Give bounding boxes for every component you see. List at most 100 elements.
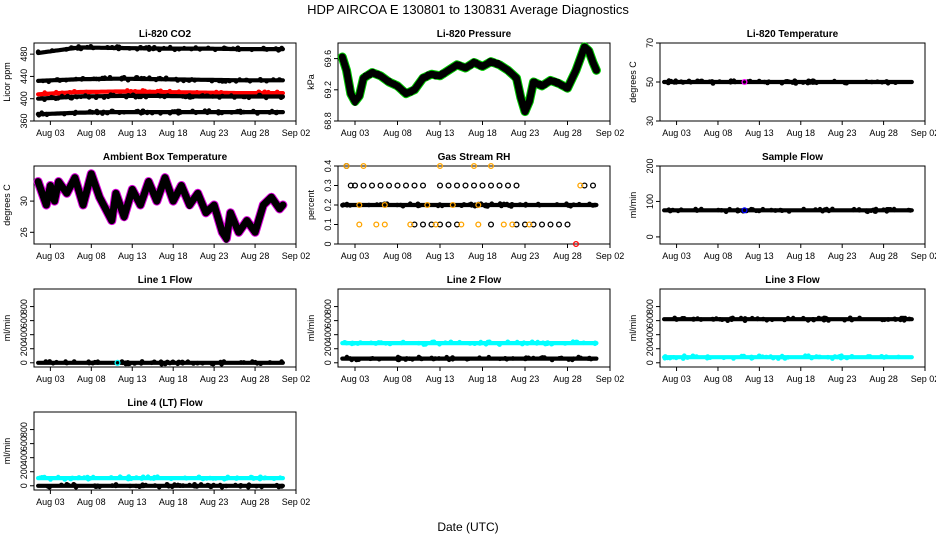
panel-1: Li-820 CO2 Licor ppm 360 400 440 480 Aug 03 Aug…: [2, 29, 310, 138]
data-point: [578, 355, 583, 361]
data-point: [86, 95, 92, 100]
data-point: [191, 90, 197, 96]
data-point: [453, 182, 461, 189]
data-point: [94, 90, 99, 95]
data-point: [500, 221, 507, 228]
data-point: [880, 317, 885, 323]
data-point: [176, 46, 182, 52]
data-point: [86, 360, 92, 366]
x-tick-label: Aug 28: [241, 497, 270, 507]
data-point: [436, 356, 442, 361]
data-point: [838, 355, 844, 361]
data-point: [402, 182, 410, 189]
x-tick-label: Aug 13: [118, 251, 147, 261]
data-point: [769, 317, 775, 323]
data-point: [823, 317, 829, 322]
data-point: [107, 75, 113, 80]
y-tick-label: 70: [645, 38, 655, 48]
data-point: [199, 93, 204, 99]
data-point: [419, 182, 427, 189]
x-tick-label: Aug 18: [159, 374, 188, 384]
data-point: [87, 476, 93, 481]
data-point: [156, 484, 162, 490]
panel-title: Li-820 CO2: [139, 29, 192, 40]
data-point: [564, 221, 571, 228]
data-point: [68, 476, 73, 482]
data-point: [545, 340, 550, 345]
data-point: [694, 354, 699, 359]
data-point: [205, 93, 210, 99]
data-point: [232, 95, 237, 100]
y-tick-label: 480: [19, 47, 29, 62]
data-point: [117, 110, 122, 116]
data-point: [510, 356, 516, 361]
data-point: [908, 208, 913, 213]
data-point: [262, 475, 267, 481]
data-point: [171, 46, 176, 52]
data-point: [505, 339, 511, 345]
data-point: [97, 484, 102, 490]
series-1: [662, 315, 914, 324]
data-point: [93, 95, 99, 100]
data-point: [192, 77, 197, 83]
y-tick-label: 600: [323, 313, 333, 328]
y-tick-label: 440: [19, 69, 29, 84]
y-tick-label: 400: [323, 327, 333, 342]
y-tick-label: 68.8: [323, 112, 333, 130]
series-5: [35, 108, 285, 118]
data-point: [572, 240, 580, 248]
series-5: [572, 240, 580, 248]
data-point: [132, 361, 137, 366]
data-point: [458, 221, 465, 228]
series-1: [662, 206, 914, 215]
data-point: [121, 110, 127, 115]
series-2: [741, 207, 748, 214]
data-point: [842, 80, 847, 86]
x-tick-label: Aug 28: [241, 374, 270, 384]
data-point: [280, 94, 285, 100]
x-tick-label: Sep 02: [282, 374, 311, 384]
panel-frame: [337, 42, 611, 122]
data-point: [175, 361, 180, 367]
x-tick-label: Sep 02: [911, 128, 936, 138]
data-point: [117, 90, 123, 95]
data-point: [884, 354, 889, 360]
data-point: [86, 90, 92, 95]
data-point: [155, 474, 160, 480]
data-point: [114, 359, 121, 366]
data-point: [886, 207, 891, 212]
data-point: [72, 89, 77, 94]
y-tick-label: 26: [19, 227, 29, 237]
x-tick-label: Aug 03: [662, 251, 691, 261]
data-point: [566, 357, 571, 362]
data-point: [881, 207, 886, 212]
data-point: [67, 90, 72, 95]
data-point: [867, 354, 873, 359]
data-point: [193, 45, 199, 50]
data-point: [176, 111, 181, 116]
x-tick-label: Sep 02: [596, 128, 625, 138]
data-point: [783, 79, 789, 84]
x-tick-label: Aug 03: [36, 128, 65, 138]
data-point: [223, 79, 228, 84]
data-point: [341, 202, 346, 207]
x-tick-label: Aug 08: [77, 497, 106, 507]
data-point: [78, 46, 84, 52]
x-tick-label: Aug 28: [869, 128, 898, 138]
data-point: [470, 162, 478, 170]
data-point: [276, 48, 281, 53]
data-point: [717, 317, 723, 322]
data-point: [468, 201, 474, 207]
series-3: [36, 88, 285, 97]
data-point: [264, 78, 269, 84]
data-point: [576, 201, 582, 207]
data-point: [138, 361, 144, 366]
data-point: [896, 354, 901, 360]
series-1: [36, 474, 285, 482]
x-tick-label: Aug 23: [200, 374, 229, 384]
x-tick-label: Aug 23: [511, 128, 540, 138]
data-point: [504, 201, 510, 207]
series-2: [36, 75, 285, 85]
data-point: [782, 317, 787, 323]
data-point: [842, 317, 847, 323]
